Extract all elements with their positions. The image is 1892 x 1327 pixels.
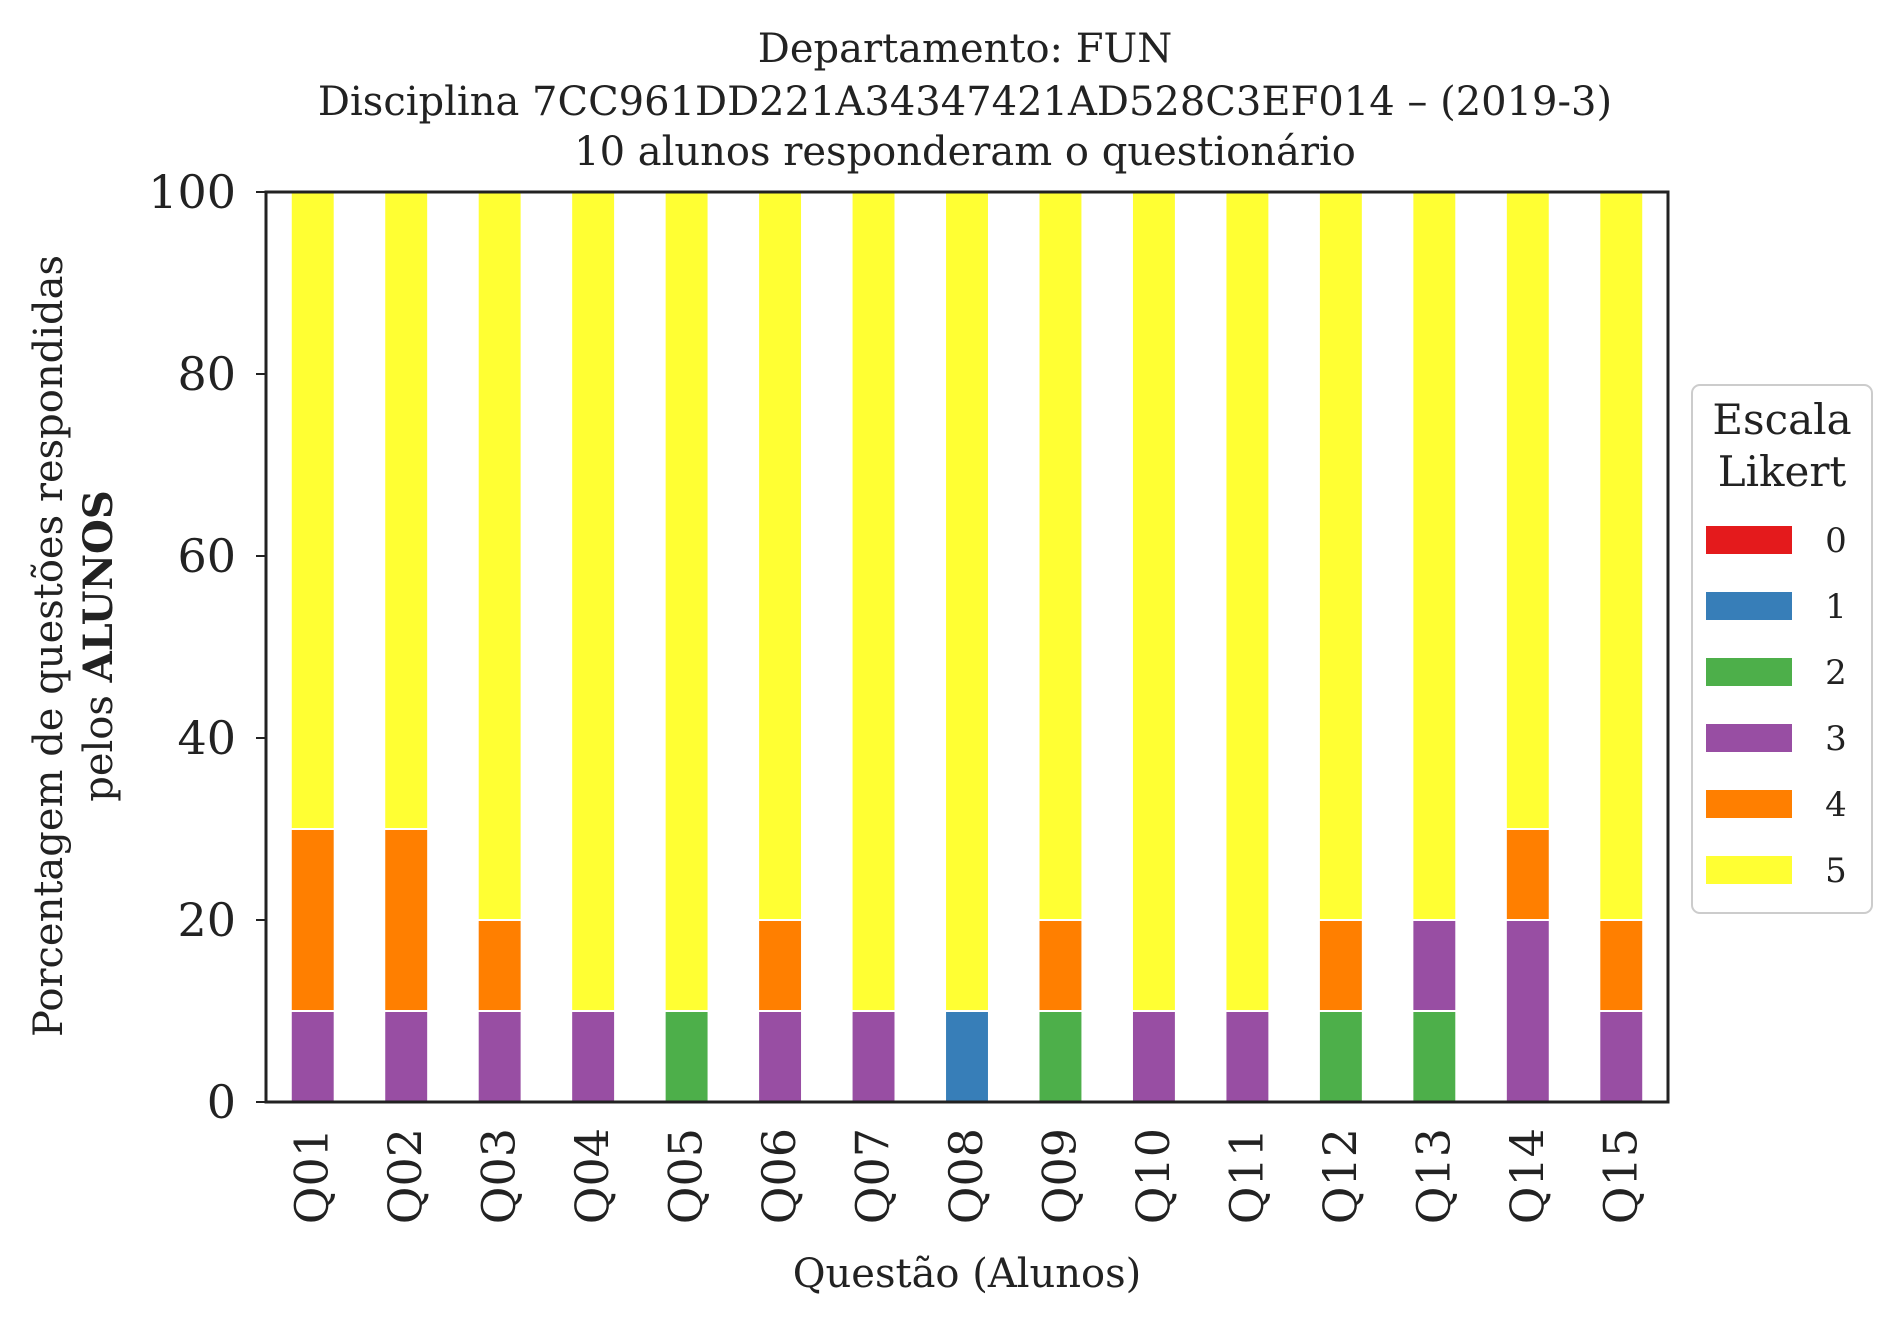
bar-segment-q01-likert-5 <box>289 191 336 830</box>
x-tick-label-q07: Q07 <box>846 1128 900 1224</box>
bar-segment-q02-likert-4 <box>383 828 430 1012</box>
bar-segment-q02-likert-3 <box>383 1010 430 1103</box>
x-tick-label-q03: Q03 <box>472 1128 526 1224</box>
x-axis: Q01 Q02 Q03 Q04 Q05 Q06 Q07 Q08 Q09 Q10 Q11 Q12 Q13 Q… <box>285 1128 1648 1224</box>
bar-segment-q12-likert-4 <box>1317 919 1364 1012</box>
legend-frame <box>1691 384 1873 914</box>
y-axis-label-bold: ALUNOS <box>75 490 122 683</box>
bar-segment-q10-likert-5 <box>1130 191 1177 1012</box>
bar-segment-q10-likert-3 <box>1130 1010 1177 1103</box>
bar-segment-q11-likert-5 <box>1224 191 1271 1012</box>
x-tick-label-q15: Q15 <box>1593 1128 1647 1224</box>
bar-segment-q01-likert-4 <box>289 828 336 1012</box>
bars-layer <box>289 191 1645 1103</box>
bar-segment-q09-likert-5 <box>1037 191 1084 921</box>
bar-segment-q04-likert-3 <box>570 1010 617 1103</box>
x-axis-label: Questão (Alunos) <box>793 1251 1142 1297</box>
y-tick-label: 20 <box>177 893 236 947</box>
x-tick-label-q13: Q13 <box>1406 1128 1460 1224</box>
y-axis: 0 20 40 60 80 100 <box>148 165 266 1129</box>
bar-segment-q15-likert-4 <box>1598 919 1645 1012</box>
bar-segment-q03-likert-3 <box>476 1010 523 1103</box>
bar-segment-q05-likert-2 <box>663 1010 710 1103</box>
legend-label-0: 0 <box>1825 521 1847 561</box>
x-tick-label-q04: Q04 <box>565 1128 619 1224</box>
bar-segment-q06-likert-4 <box>757 919 804 1012</box>
y-tick-label: 80 <box>177 347 236 401</box>
y-tick-label: 60 <box>177 529 236 583</box>
bar-segment-q15-likert-3 <box>1598 1010 1645 1103</box>
x-tick-label-q09: Q09 <box>1032 1128 1086 1224</box>
bar-segment-q13-likert-3 <box>1411 919 1458 1012</box>
x-tick-label-q11: Q11 <box>1219 1128 1273 1224</box>
bar-segment-q03-likert-4 <box>476 919 523 1012</box>
bar-segment-q13-likert-2 <box>1411 1010 1458 1103</box>
bar-segment-q06-likert-5 <box>757 191 804 921</box>
legend-swatch-0 <box>1706 526 1792 554</box>
bar-segment-q03-likert-5 <box>476 191 523 921</box>
legend-title-line-1: Escala <box>1712 395 1851 444</box>
title-line-2: Disciplina 7CC961DD221A34347421AD528C3EF… <box>318 79 1612 125</box>
y-tick-label: 0 <box>207 1075 236 1129</box>
legend-label-4: 4 <box>1825 785 1847 825</box>
bar-segment-q12-likert-2 <box>1317 1010 1364 1103</box>
bar-segment-q13-likert-5 <box>1411 191 1458 921</box>
x-tick-label-q14: Q14 <box>1500 1128 1554 1224</box>
x-tick-label-q12: Q12 <box>1313 1128 1367 1224</box>
title-line-1: Departamento: FUN <box>758 26 1172 72</box>
bar-segment-q11-likert-3 <box>1224 1010 1271 1103</box>
legend-swatch-1 <box>1706 592 1792 620</box>
x-tick-label-q01: Q01 <box>285 1128 339 1224</box>
y-tick-label: 40 <box>177 711 236 765</box>
chart-title: Departamento: FUN Disciplina 7CC961DD221… <box>318 26 1612 175</box>
bar-segment-q09-likert-2 <box>1037 1010 1084 1103</box>
bar-segment-q08-likert-5 <box>944 191 990 1012</box>
y-axis-label-line-1: Porcentagem de questões respondidas <box>26 255 72 1037</box>
x-tick-label-q10: Q10 <box>1126 1128 1180 1224</box>
plot-frame <box>264 190 1670 1104</box>
legend-swatch-2 <box>1706 658 1792 686</box>
legend-label-5: 5 <box>1825 851 1847 891</box>
legend-label-1: 1 <box>1825 587 1847 627</box>
y-axis-label: Porcentagem de questões respondidas pelo… <box>26 255 122 1037</box>
bar-segment-q08-likert-1 <box>944 1010 990 1103</box>
bar-segment-q14-likert-5 <box>1504 191 1551 830</box>
legend-label-2: 2 <box>1825 653 1847 693</box>
x-tick-label-q05: Q05 <box>659 1128 713 1224</box>
bar-segment-q15-likert-5 <box>1598 191 1645 921</box>
y-axis-label-prefix: pelos <box>76 682 122 801</box>
bar-segment-q04-likert-5 <box>570 191 617 1012</box>
legend-swatch-3 <box>1706 724 1792 752</box>
bar-segment-q01-likert-3 <box>289 1010 336 1103</box>
legend-swatch-5 <box>1706 856 1792 884</box>
x-tick-label-q08: Q08 <box>939 1128 993 1224</box>
bar-segment-q05-likert-5 <box>663 191 710 1012</box>
legend-swatch-4 <box>1706 790 1792 818</box>
bar-segment-q07-likert-3 <box>850 1010 897 1103</box>
bar-segment-q07-likert-5 <box>850 191 897 1012</box>
y-axis-label-line-2: pelos ALUNOS <box>75 490 122 802</box>
legend: Escala Likert 0 1 2 3 4 5 <box>1691 384 1873 914</box>
bar-segment-q12-likert-5 <box>1317 191 1364 921</box>
y-tick-label: 100 <box>148 165 236 219</box>
bar-segment-q06-likert-3 <box>757 1010 804 1103</box>
legend-items: 0 1 2 3 4 5 <box>1706 521 1847 891</box>
legend-title-line-2: Likert <box>1718 447 1847 496</box>
x-tick-label-q02: Q02 <box>378 1128 432 1224</box>
legend-label-3: 3 <box>1825 719 1847 759</box>
x-tick-label-q06: Q06 <box>752 1128 806 1224</box>
title-line-3: 10 alunos responderam o questionário <box>574 129 1356 175</box>
bar-segment-q02-likert-5 <box>383 191 430 830</box>
bar-segment-q14-likert-4 <box>1504 828 1551 921</box>
bar-segment-q14-likert-3 <box>1504 919 1551 1103</box>
bar-segment-q09-likert-4 <box>1037 919 1084 1012</box>
